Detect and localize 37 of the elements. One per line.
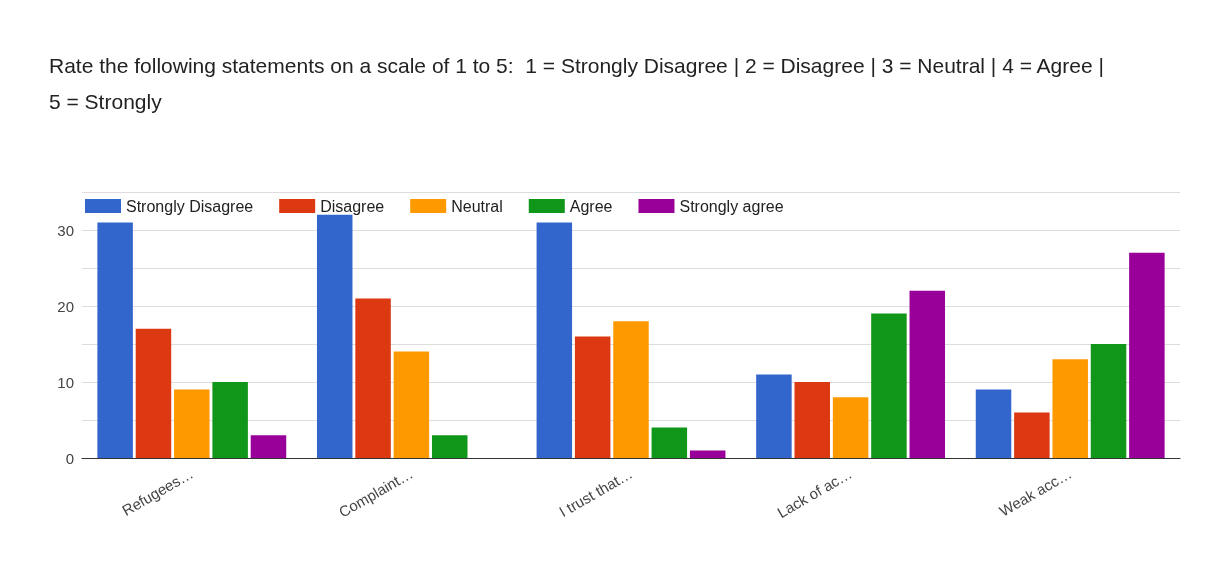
legend-label: Strongly agree (679, 197, 784, 215)
bar (794, 382, 831, 458)
x-tick-label: I trust that… (556, 464, 636, 521)
bar (536, 222, 573, 458)
chart-title: Rate the following statements on a scale of 1 to 5: 1 = Strongly Disagree | 2 = Disagree | 3 = Neutral | 4 = Agree | 5 = Strongly (49, 53, 1104, 113)
bar (431, 435, 468, 458)
bar (355, 298, 391, 458)
bar (613, 321, 649, 458)
y-tick-label: 10 (57, 373, 74, 391)
bar (871, 313, 907, 458)
y-tick-label: 0 (65, 449, 74, 467)
bar (689, 450, 726, 458)
bar (1129, 252, 1165, 458)
bar (1052, 359, 1088, 458)
bar (135, 328, 172, 458)
bar (174, 389, 210, 458)
bar (250, 435, 287, 458)
legend-label: Disagree (320, 197, 385, 215)
bar (97, 222, 133, 458)
bar (1090, 344, 1127, 458)
legend-label: Neutral (451, 197, 503, 215)
legend-label: Agree (569, 197, 613, 215)
x-tick-label: Weak acc… (996, 464, 1075, 520)
y-tick-label: 20 (57, 297, 74, 315)
x-tick-label: Lack of ac… (774, 464, 855, 522)
bar (393, 351, 430, 458)
bar (316, 214, 353, 458)
bar (756, 374, 792, 458)
bar (1014, 412, 1050, 458)
bar (574, 336, 611, 458)
bar (832, 397, 869, 458)
bar (651, 427, 688, 458)
bar (909, 290, 946, 458)
y-tick-label: 30 (57, 221, 74, 239)
bar (975, 389, 1012, 458)
legend-label: Strongly Disagree (126, 197, 254, 215)
bar (212, 382, 248, 458)
